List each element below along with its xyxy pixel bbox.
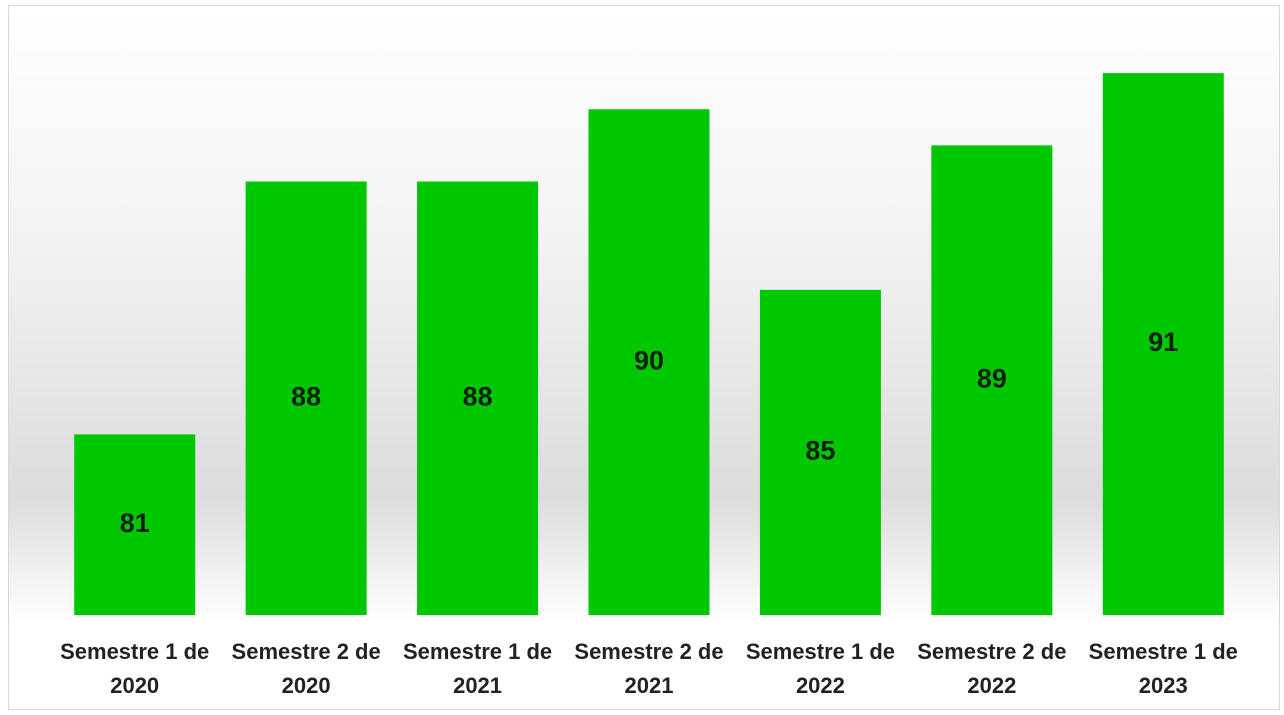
- x-tick-label: Semestre 2 de 2021: [574, 639, 724, 698]
- value-label: 90: [634, 345, 664, 375]
- value-label: 85: [805, 436, 835, 466]
- bar: [588, 109, 710, 615]
- bar: [759, 289, 881, 615]
- x-tick-label: Semestre 1 de 2021: [402, 639, 553, 698]
- value-label: 89: [977, 363, 1007, 393]
- value-label: 88: [291, 381, 321, 411]
- x-tick-label: Semestre 2 de 2020: [231, 639, 381, 698]
- value-label: 88: [463, 381, 493, 411]
- bar: [74, 434, 196, 615]
- bar: [245, 181, 367, 615]
- x-tick-label: Semestre 1 de 2023: [1088, 639, 1238, 698]
- bar: [417, 181, 539, 615]
- x-tick-label: Semestre 2 de 2022: [917, 639, 1067, 698]
- bar: [1102, 73, 1224, 615]
- bar: [931, 145, 1053, 615]
- value-label: 81: [120, 508, 150, 538]
- x-tick-label: Semestre 1 de 2022: [745, 639, 896, 698]
- value-label: 91: [1148, 327, 1178, 357]
- x-tick-label: Semestre 1 de 2020: [60, 639, 210, 698]
